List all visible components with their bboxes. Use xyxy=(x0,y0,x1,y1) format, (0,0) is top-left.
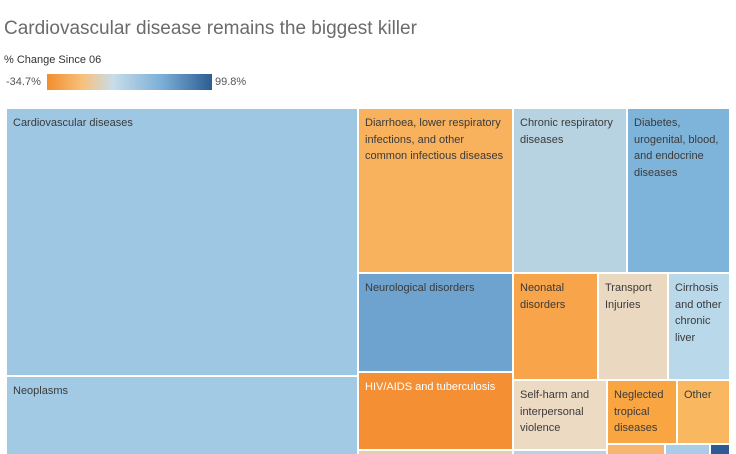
treemap: Cardiovascular diseases Neoplasms Diarrhoe… xyxy=(0,104,736,454)
treemap-tile[interactable]: Other xyxy=(677,380,730,444)
chart-title: Cardiovascular disease remains the bigge… xyxy=(4,18,417,39)
treemap-tile[interactable]: Neonatal disorders xyxy=(513,273,598,380)
treemap-tile[interactable]: Neglected tropical diseases xyxy=(607,380,677,444)
legend-max-label: 99.8% xyxy=(215,76,247,88)
treemap-tile[interactable] xyxy=(513,450,607,454)
legend-color-ramp xyxy=(47,74,212,90)
treemap-tile[interactable] xyxy=(710,444,730,454)
treemap-tile[interactable] xyxy=(607,444,665,454)
treemap-tile[interactable]: HIV/AIDS and tuberculosis xyxy=(358,372,513,450)
treemap-tile[interactable]: Diarrhoea, lower respiratory infections,… xyxy=(358,108,513,273)
treemap-tile[interactable] xyxy=(358,450,513,454)
treemap-tile[interactable]: Neurological disorders xyxy=(358,273,513,372)
treemap-tile[interactable]: Diabetes, urogenital, blood, and endocri… xyxy=(627,108,730,273)
treemap-tile[interactable]: Neoplasms xyxy=(6,376,358,454)
treemap-tile[interactable]: Cirrhosis and other chronic liver xyxy=(668,273,730,380)
legend-min-label: -34.7% xyxy=(6,76,41,88)
treemap-tile[interactable] xyxy=(665,444,710,454)
treemap-tile[interactable]: Cardiovascular diseases xyxy=(6,108,358,376)
treemap-tile[interactable]: Transport Injuries xyxy=(598,273,668,380)
treemap-tile[interactable]: Chronic respiratory diseases xyxy=(513,108,627,273)
treemap-tile[interactable]: Self-harm and interpersonal violence xyxy=(513,380,607,450)
legend-title: % Change Since 06 xyxy=(4,54,102,66)
